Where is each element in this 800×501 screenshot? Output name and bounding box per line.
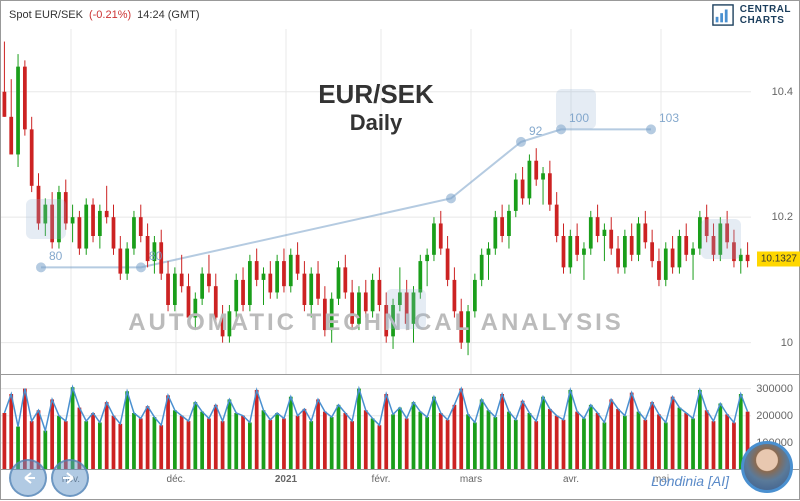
price-tick: 10.4 xyxy=(772,86,793,98)
instrument-name: Spot EUR/SEK xyxy=(9,9,83,21)
price-axis: 10 10.2 10.4 10.1327 xyxy=(751,29,800,374)
nav-prev-button[interactable] xyxy=(9,459,47,497)
logo-icon xyxy=(712,4,734,26)
logo-text-2: CHARTS xyxy=(740,15,791,26)
time-tick: 2021 xyxy=(275,474,297,485)
price-tick: 10 xyxy=(781,337,793,349)
londinia-label: Londinia [AI] xyxy=(651,473,729,489)
chart-container: Spot EUR/SEK (-0.21%) 14:24 (GMT) CENTRA… xyxy=(0,0,800,500)
price-tick: 10.2 xyxy=(772,211,793,223)
time-tick: mars xyxy=(460,474,482,485)
time-tick: avr. xyxy=(563,474,579,485)
time-tick: déc. xyxy=(167,474,186,485)
nav-next-button[interactable] xyxy=(51,459,89,497)
time-tick: févr. xyxy=(372,474,391,485)
volume-tick: 300000 xyxy=(756,383,793,395)
volume-tick: 200000 xyxy=(756,410,793,422)
nav-controls xyxy=(9,459,89,497)
brand-logo: CENTRALCHARTS xyxy=(712,4,791,26)
volume-chart[interactable] xyxy=(1,374,751,469)
change-percent: (-0.21%) xyxy=(89,9,131,21)
chart-header: Spot EUR/SEK (-0.21%) 14:24 (GMT) CENTRA… xyxy=(1,1,799,29)
price-chart[interactable]: EUR/SEK Daily AUTOMATIC TECHNICAL ANALYS… xyxy=(1,29,751,374)
current-price-tag: 10.1327 xyxy=(757,252,800,267)
logo-text-1: CENTRAL xyxy=(740,4,791,15)
timestamp: 14:24 (GMT) xyxy=(137,9,199,21)
assistant-avatar[interactable] xyxy=(741,441,793,493)
